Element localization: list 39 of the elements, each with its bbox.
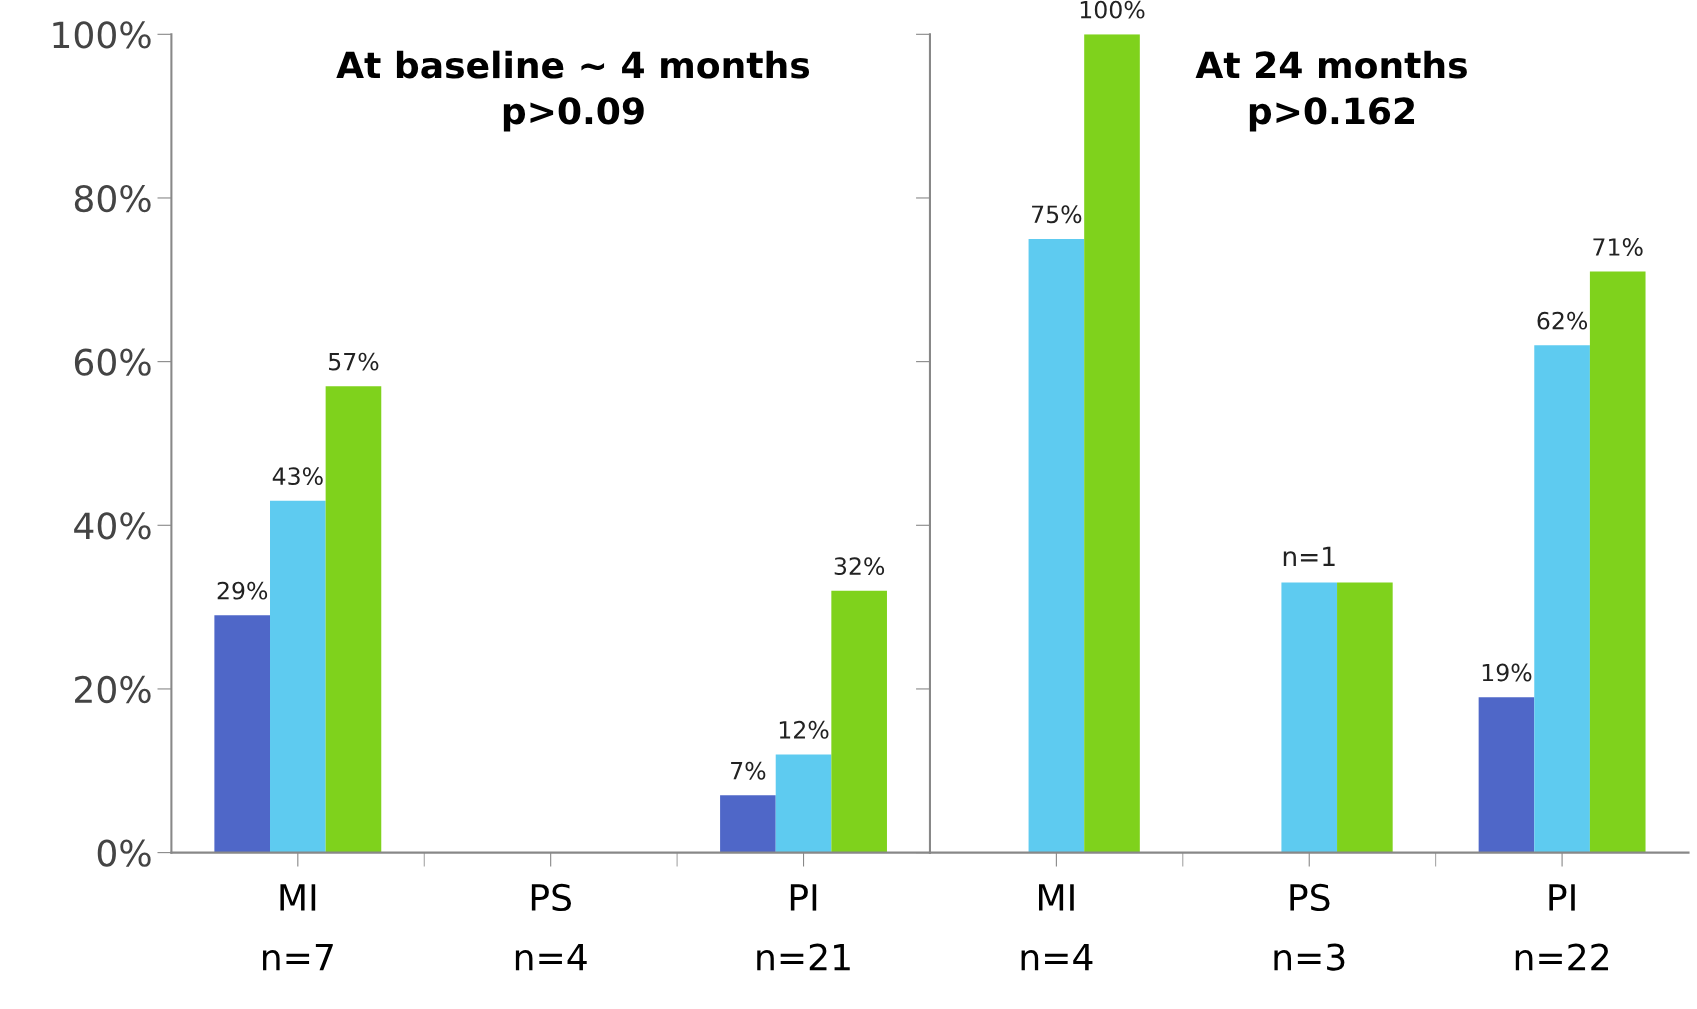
- bar: [1589, 271, 1646, 853]
- bar: [831, 590, 887, 853]
- y-tick-label: 80%: [74, 184, 151, 213]
- bar: [1281, 582, 1338, 853]
- x-tick-label: MI n=4: [1021, 884, 1093, 971]
- bar: [325, 386, 382, 853]
- data-label: 100%: [1080, 0, 1145, 19]
- data-label: 62%: [1537, 311, 1588, 330]
- bar: [775, 754, 832, 853]
- text: At 24 months p>0.162: [1195, 50, 1467, 132]
- bar: [1337, 582, 1393, 853]
- data-label: 32%: [834, 557, 885, 576]
- y-tick-label: 20%: [75, 675, 151, 704]
- data-label: 43%: [272, 467, 323, 486]
- y-tick-label: 100%: [53, 21, 151, 49]
- data-label: 7%: [731, 761, 766, 780]
- y-tick-label: 40%: [74, 512, 151, 540]
- y-tick-label: 60%: [74, 348, 151, 376]
- x-tick-label: PI n=22: [1515, 884, 1609, 971]
- data-label: 75%: [1032, 205, 1082, 224]
- bar: [214, 615, 271, 853]
- annotation: n=1: [1283, 546, 1335, 566]
- text: At baseline ~ 4 months p>0.09: [336, 50, 810, 132]
- x-tick-label: PS n=4: [515, 883, 587, 971]
- bar: [1084, 34, 1140, 853]
- bar: [720, 795, 776, 853]
- bar: [270, 500, 326, 853]
- y-tick-label: 0%: [97, 839, 151, 867]
- x-tick-label: PI n=21: [757, 884, 850, 971]
- data-label: 29%: [217, 581, 268, 600]
- x-tick-label: PS n=3: [1274, 883, 1345, 971]
- bar: [1534, 345, 1590, 853]
- x-tick-label: MI n=7: [263, 884, 333, 971]
- data-label: 12%: [779, 720, 829, 739]
- data-label: 71%: [1593, 238, 1643, 256]
- bar: [1028, 238, 1085, 853]
- bar: [1478, 697, 1535, 853]
- data-label: 57%: [329, 352, 379, 371]
- data-label: 19%: [1482, 663, 1532, 682]
